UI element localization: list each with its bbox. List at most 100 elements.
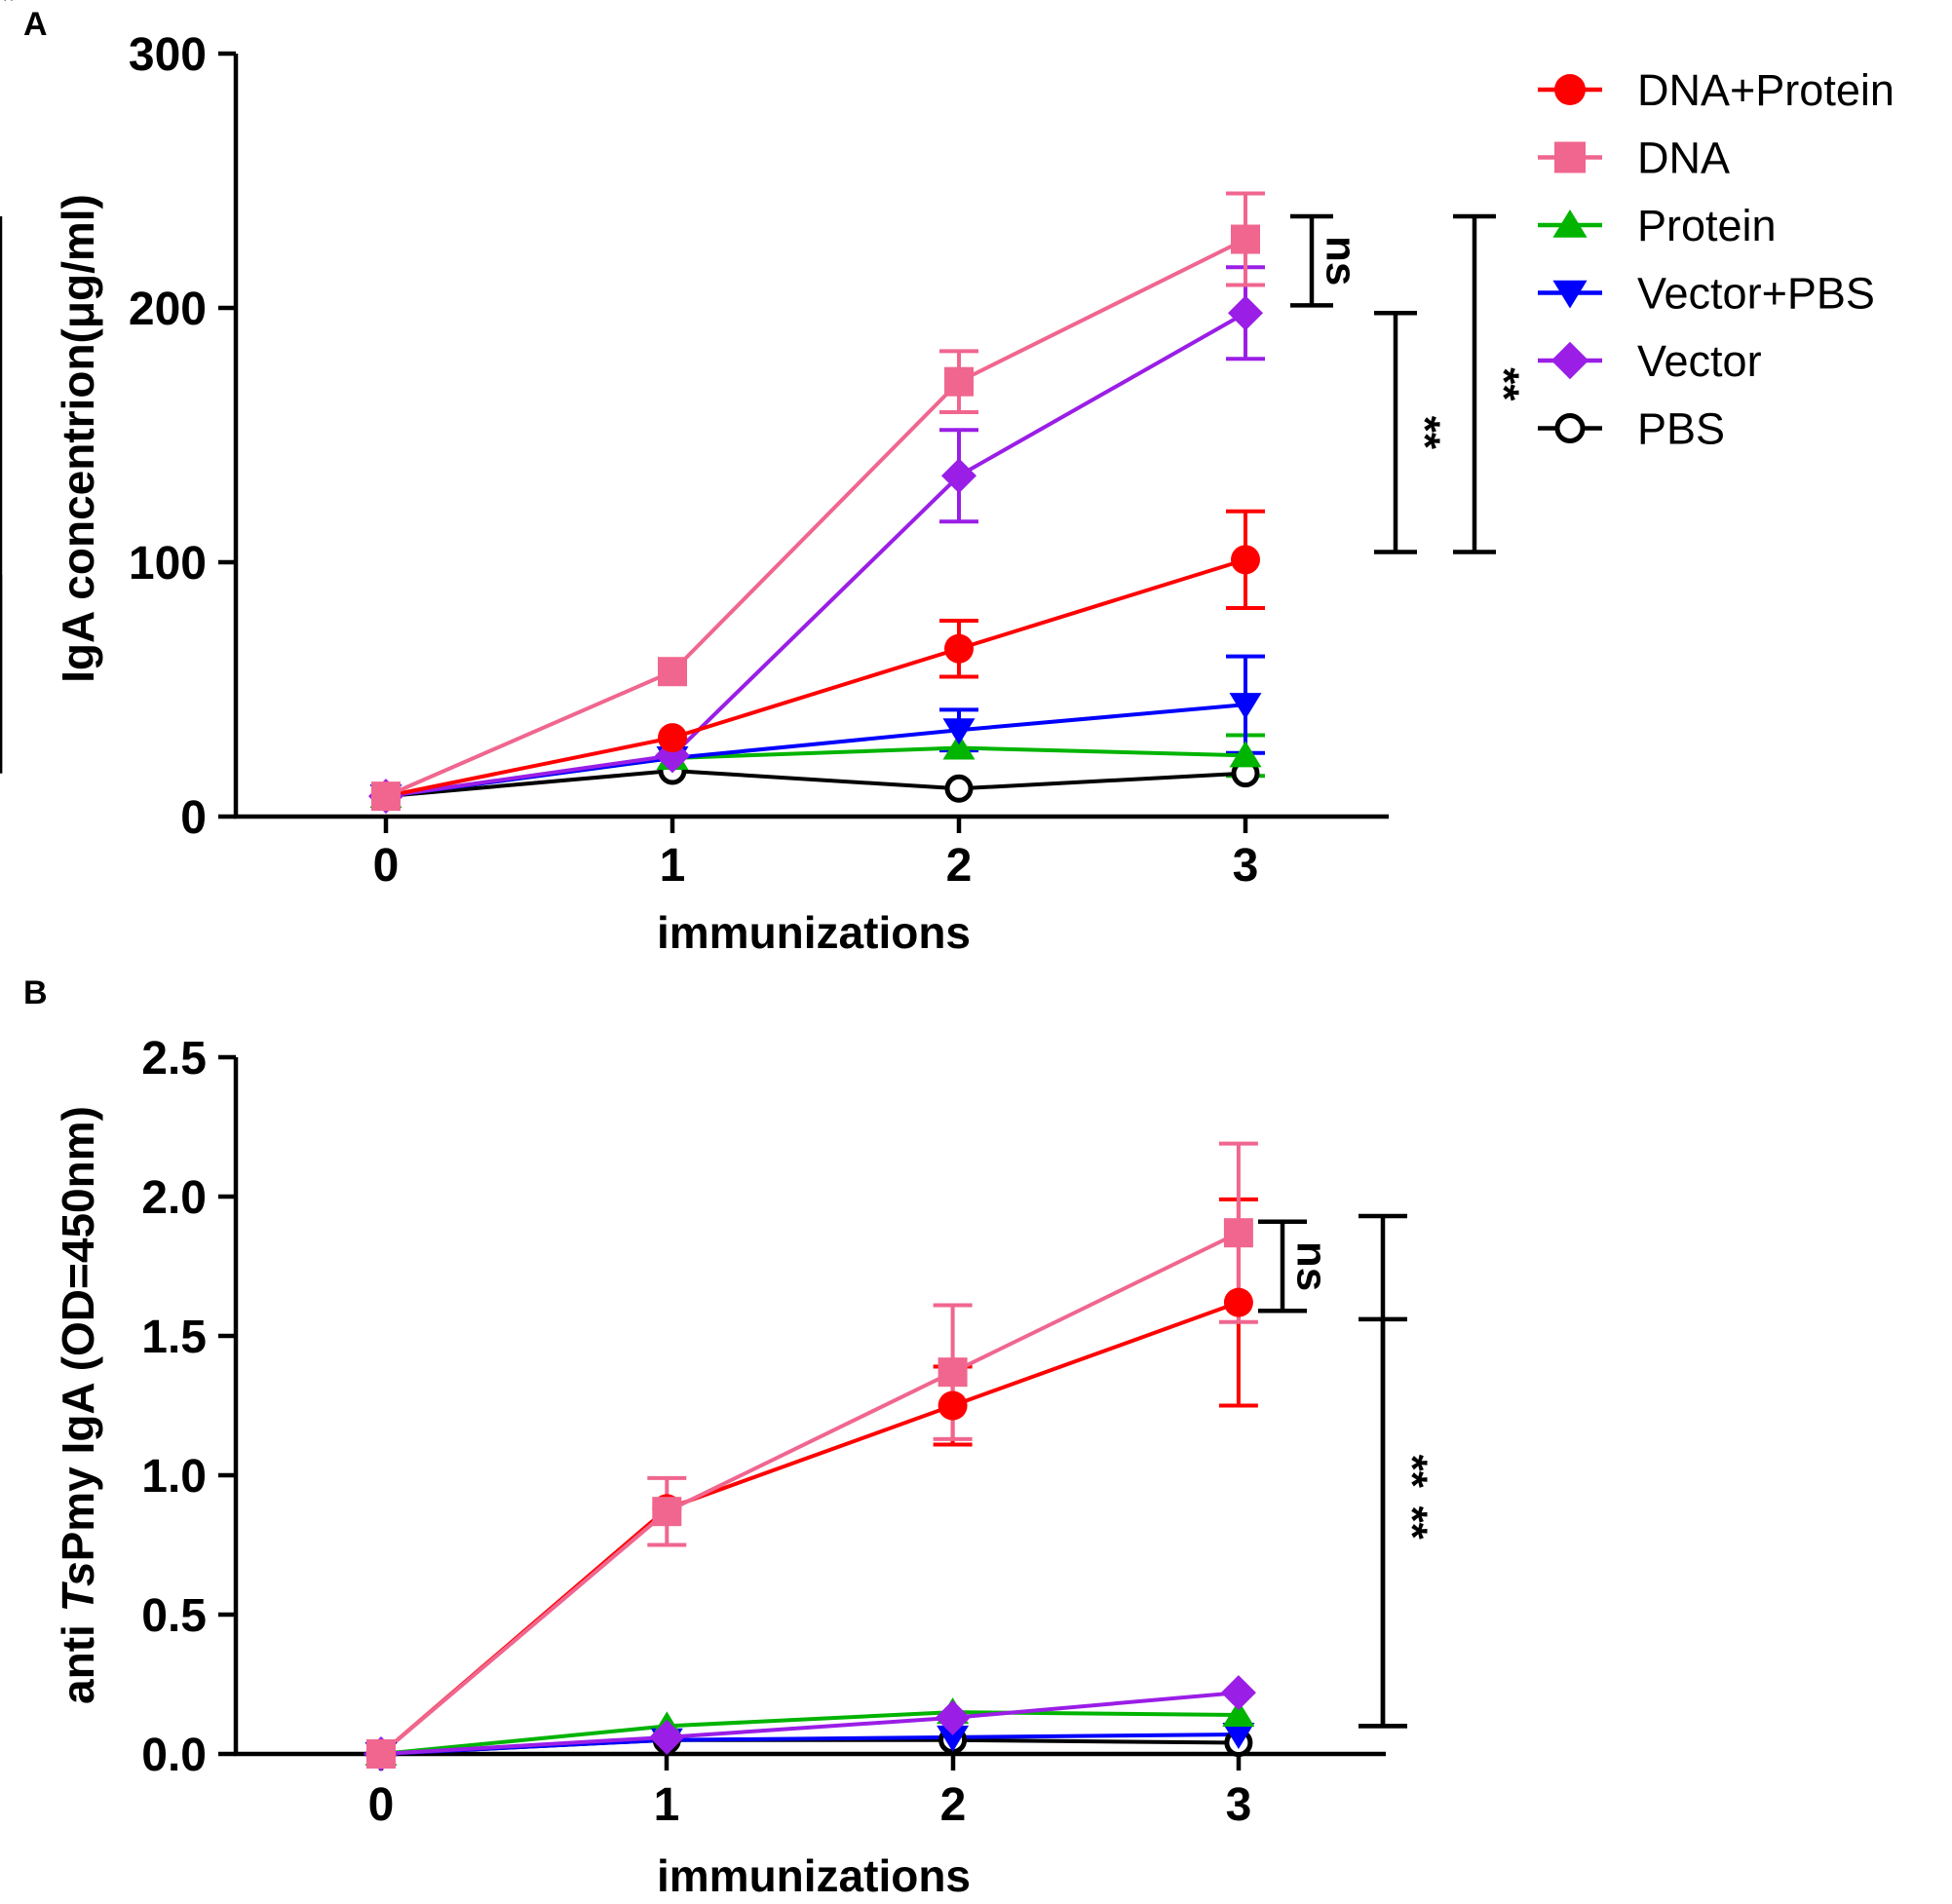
panel-b-series-line-dna [379,1231,1240,1756]
panel-b-points-dna-protein [366,1287,1253,1769]
panel-a-ytick-label-100: 100 [129,538,207,590]
legend: DNA+Protein DNA Protein Vector+PBS Vector PBS [1538,65,1895,454]
panel-b-point-vector-1 [649,1719,685,1755]
panel-a-x-ticks: 0 1 2 3 [373,817,1259,892]
panel-a-ytick-label-0: 0 [180,792,207,844]
panel-a-series-line-dna [385,237,1246,798]
legend-item-vector-pbs: Vector+PBS [1538,269,1875,319]
panel-b-series-line-protein [380,1710,1239,1756]
panel-b-point-dna-protein-2 [938,1390,968,1421]
panel-b-y-axis-title: anti TsPmy IgA (OD=450nm) [53,1106,103,1704]
panel-b-point-dna-1 [652,1497,682,1527]
panel-b-sig-label-0: ns [1288,1241,1336,1291]
panel-a-errorbars-vector-pbs [939,654,1265,755]
panel-b-y-axis-title-italic: Ts [53,1561,103,1612]
panel-a-point-dna-1 [658,657,687,687]
panel-a-series-line-pbs [385,769,1246,799]
legend-item-pbs: PBS [1538,404,1725,454]
panel-b-point-vector-pbs-3 [1222,1722,1255,1749]
panel-a-sig-bracket-2: ** [1453,213,1528,554]
legend-label-dna: DNA [1637,133,1730,183]
panel-a-point-pbs-2 [944,774,974,803]
panel-a-xtick-label-2: 2 [946,840,973,892]
panel-b-ytick-label-1.5: 1.5 [141,1312,207,1363]
panel-a-sig-bracket-4: ** [0,0,18,774]
panel-b-plot-area [364,1141,1258,1771]
panel-a-sig-label-1: ** [1401,416,1449,450]
legend-marker-pbs [1554,413,1586,443]
panel-a-errorbars-dna-protein [939,509,1265,679]
panel-b-significance-brackets: ns ** ** [1258,1213,1436,1729]
panel-b-sig-bracket-2: ** [1359,1213,1436,1729]
legend-marker-dna [1554,141,1586,173]
panel-b-sig-label-2: ** [1389,1455,1436,1489]
panel-b-y-ticks: 0.0 0.5 1.0 1.5 2.0 2.5 [141,1033,236,1781]
legend-label-protein: Protein [1637,201,1777,250]
panel-a-point-dna-protein-1 [658,723,687,753]
panel-a-chart: A 0 100 200 300 0 1 2 3 immunizations Ig… [0,0,1528,958]
panel-a-label: A [23,6,48,43]
panel-b-points-dna [366,1218,1253,1769]
panel-a-sig-bracket-3: ** [0,0,18,774]
panel-a-points-pbs [371,756,1260,811]
panel-b-point-dna-0 [366,1739,396,1769]
panel-b-point-vector-2 [935,1699,971,1735]
panel-b-point-dna-protein-3 [1223,1287,1253,1317]
panel-b-ytick-label-0.5: 0.5 [141,1590,207,1642]
panel-b-series-line-vector [380,1691,1240,1756]
panel-b-chart: B 0.0 0.5 1.0 1.5 2.0 2.5 0 1 2 3 [23,974,1436,1901]
panel-b-ytick-label-1: 1.0 [141,1451,207,1503]
legend-item-dna: DNA [1538,133,1730,183]
panel-a-point-vector-3 [1228,295,1263,331]
panel-a-point-dna-0 [371,781,401,812]
panel-a-sig-bracket-0: ns [1290,213,1365,308]
panel-a-series-line-protein [385,745,1246,799]
panel-a-point-dna-protein-3 [1231,545,1260,575]
panel-b-y-axis-title-part-3: Pmy IgA (OD=450nm) [53,1106,103,1561]
panel-a-sig-label-4: ** [0,0,18,24]
panel-a-point-dna-protein-2 [944,633,974,664]
legend-item-vector: Vector [1538,336,1762,386]
panel-b-series-line-dna-protein [379,1300,1240,1756]
panel-b-y-axis-title-part-1: anti [53,1612,103,1704]
panel-a-point-dna-2 [944,366,974,397]
panel-b-point-dna-3 [1223,1218,1253,1248]
panel-b-xtick-label-0: 0 [368,1779,395,1831]
panel-b-point-vector-3 [1220,1675,1256,1711]
panel-b-errorbars-dna [647,1141,1258,1547]
panel-a-xtick-label-3: 3 [1233,840,1259,892]
panel-a-ytick-label-300: 300 [129,29,207,81]
panel-b-points-vector [364,1675,1256,1771]
legend-label-vector: Vector [1637,336,1762,386]
panel-a-points-vector [368,295,1263,815]
panel-b-sig-bracket-1: ** [1359,1316,1436,1729]
panel-b-xtick-label-2: 2 [940,1779,967,1831]
panel-b-xtick-label-3: 3 [1226,1779,1252,1831]
panel-b-point-dna-2 [938,1357,968,1388]
panel-a-point-vector-pbs-2 [942,718,976,745]
panel-a-series-line-vector [385,311,1246,799]
panel-b-point-protein-3 [1222,1699,1255,1727]
legend-marker-dna-protein [1554,74,1586,105]
panel-a-plot-area [368,191,1265,815]
legend-item-protein: Protein [1538,201,1777,250]
panel-a-sig-label-0: ns [1318,236,1365,286]
panel-a-xtick-label-1: 1 [660,840,686,892]
panel-a-point-vector-2 [941,458,976,494]
panel-b-series-line-vector-pbs [380,1732,1239,1756]
panel-a-y-ticks: 0 100 200 300 [129,29,236,844]
panel-b-x-ticks: 0 1 2 3 [368,1754,1252,1831]
panel-b-point-vector-pbs-2 [937,1725,970,1752]
panel-b-sig-bracket-0: ns [1258,1219,1336,1314]
legend-marker-vector-pbs [1552,280,1588,309]
panel-b-x-axis-title: immunizations [657,1850,971,1901]
panel-a-xtick-label-0: 0 [373,840,400,892]
panel-a-significance-brackets: ns******** [0,0,1528,774]
legend-marker-protein [1552,209,1588,238]
panel-a-ytick-label-200: 200 [129,284,207,335]
panel-b-xtick-label-1: 1 [654,1779,680,1831]
panel-a-x-axis-title: immunizations [657,907,971,958]
legend-label-vector-pbs: Vector+PBS [1637,269,1875,319]
legend-label-dna-protein: DNA+Protein [1637,65,1895,115]
